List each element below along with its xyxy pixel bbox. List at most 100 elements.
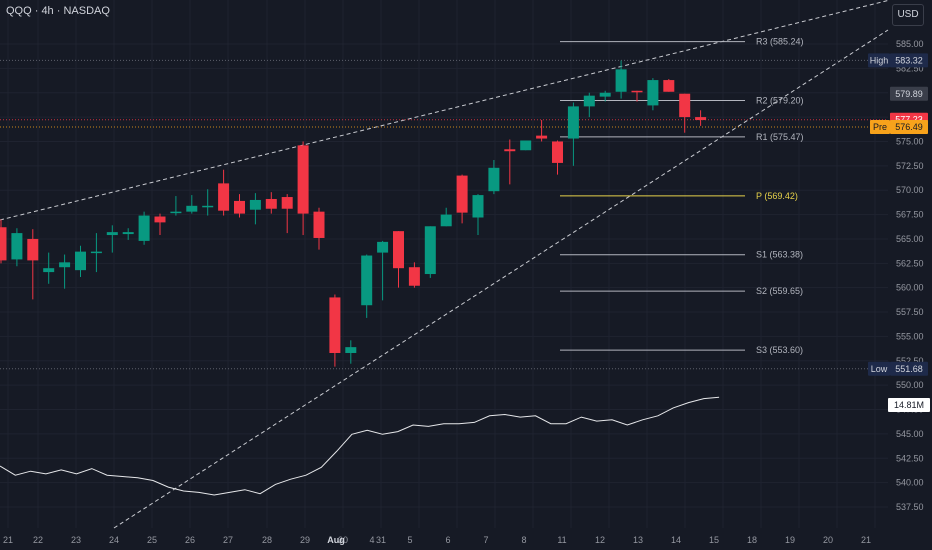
time-tick-label: 27 — [223, 535, 233, 545]
time-tick-label: 28 — [262, 535, 272, 545]
pivot-label: R3 (585.24) — [756, 37, 804, 47]
candle-body — [679, 93, 691, 118]
candle-body — [361, 255, 373, 306]
price-tick-label: 570.00 — [896, 185, 924, 195]
time-tick-label: 29 — [300, 535, 310, 545]
time-tick-label: 15 — [709, 535, 719, 545]
time-tick-label: 20 — [823, 535, 833, 545]
high-tag-value: 583.32 — [895, 55, 923, 65]
candle-body — [663, 80, 675, 92]
time-tick-label: 23 — [71, 535, 81, 545]
price-tick-label: 567.50 — [896, 210, 924, 220]
pivot-label: R1 (575.47) — [756, 132, 804, 142]
candle-body — [90, 251, 102, 254]
volume-tag: 14.81M — [894, 400, 924, 410]
upper-trendline — [0, 0, 891, 221]
candle-body — [520, 140, 532, 151]
candle-body — [43, 268, 55, 273]
price-tick-label: 575.00 — [896, 136, 924, 146]
time-tick-label: 13 — [633, 535, 643, 545]
time-tick-label: 6 — [445, 535, 450, 545]
candle-body — [345, 347, 357, 353]
candle-body — [329, 297, 341, 353]
pre-tag-value: 576.49 — [895, 122, 923, 132]
candle-body — [567, 106, 579, 139]
candle-body — [615, 69, 627, 92]
price-tick-label: 565.00 — [896, 234, 924, 244]
candle-body — [583, 95, 595, 107]
candle-body — [249, 199, 261, 210]
candle-body — [138, 215, 150, 241]
time-tick-label: 5 — [407, 535, 412, 545]
time-tick-label: 30 — [338, 535, 348, 545]
candle-body — [281, 197, 293, 209]
candle-body — [695, 117, 707, 121]
candle-body — [393, 231, 404, 269]
candle-body — [0, 227, 7, 261]
time-tick-label: 12 — [595, 535, 605, 545]
candle-body — [504, 149, 516, 152]
candle-body — [75, 251, 86, 271]
price-tick-label: 555.00 — [896, 331, 924, 341]
candle-body — [234, 200, 245, 214]
currency-button[interactable]: USD — [892, 4, 924, 26]
price-tick-label: 585.00 — [896, 39, 924, 49]
price-tick-label: 562.50 — [896, 258, 924, 268]
price-tick-label: 560.00 — [896, 283, 924, 293]
pre-tag-value-bg — [890, 119, 928, 134]
candle-body — [456, 175, 468, 213]
candle-body — [440, 214, 452, 227]
pivot-label: S2 (559.65) — [756, 286, 803, 296]
price-tick-label: 537.50 — [896, 502, 924, 512]
symbol-label: QQQ · 4h · NASDAQ — [6, 5, 110, 17]
price-tick-label: 552.50 — [896, 356, 924, 366]
price-tick-label: 582.50 — [896, 63, 924, 73]
pre-tag-label: Pre — [873, 122, 887, 132]
time-tick-label: 4 — [369, 535, 374, 545]
candle-body — [408, 267, 420, 286]
price-tick-label: 540.00 — [896, 478, 924, 488]
level-tag-bg — [890, 86, 928, 101]
pivot-label: P (569.42) — [756, 191, 798, 201]
price-tick-label: 542.50 — [896, 453, 924, 463]
time-tick-label: 7 — [483, 535, 488, 545]
volume-tag-bg — [888, 398, 930, 412]
lower-trendline — [113, 29, 889, 529]
candle-body — [59, 262, 71, 268]
candle-body — [265, 198, 277, 209]
candle-body — [218, 183, 230, 211]
candle-body — [313, 211, 325, 238]
time-tick-label: 24 — [109, 535, 119, 545]
candle-body — [631, 90, 643, 93]
time-tick-label: 22 — [33, 535, 43, 545]
time-tick-label: 18 — [747, 535, 757, 545]
pivot-label: R2 (579.20) — [756, 96, 804, 106]
high-tag-value-bg — [890, 53, 928, 68]
candle-body — [599, 92, 611, 97]
price-tick-label: 550.00 — [896, 380, 924, 390]
time-tick-label: 31 — [376, 535, 386, 545]
time-tick-label: 21 — [861, 535, 871, 545]
high-tag-label: High — [870, 55, 889, 65]
candle-body — [154, 216, 166, 223]
time-tick-label: 8 — [521, 535, 526, 545]
candle-body — [297, 145, 309, 214]
low-tag-value-bg — [890, 361, 928, 376]
time-tick-label: Aug — [327, 535, 345, 545]
time-tick-label: 19 — [785, 535, 795, 545]
candle-body — [536, 135, 548, 139]
price-tick-label: 557.50 — [896, 307, 924, 317]
time-tick-label: 26 — [185, 535, 195, 545]
candle-body — [647, 80, 659, 106]
low-tag-value: 551.68 — [895, 364, 923, 374]
candle-body — [11, 233, 23, 260]
level-tag: 579.89 — [895, 89, 923, 99]
low-tag-label: Low — [871, 364, 888, 374]
time-tick-label: 11 — [557, 535, 566, 545]
volume-line — [0, 396, 720, 496]
candle-body — [27, 238, 39, 261]
candle-body — [122, 232, 134, 235]
high-tag-label-bg — [868, 53, 890, 68]
